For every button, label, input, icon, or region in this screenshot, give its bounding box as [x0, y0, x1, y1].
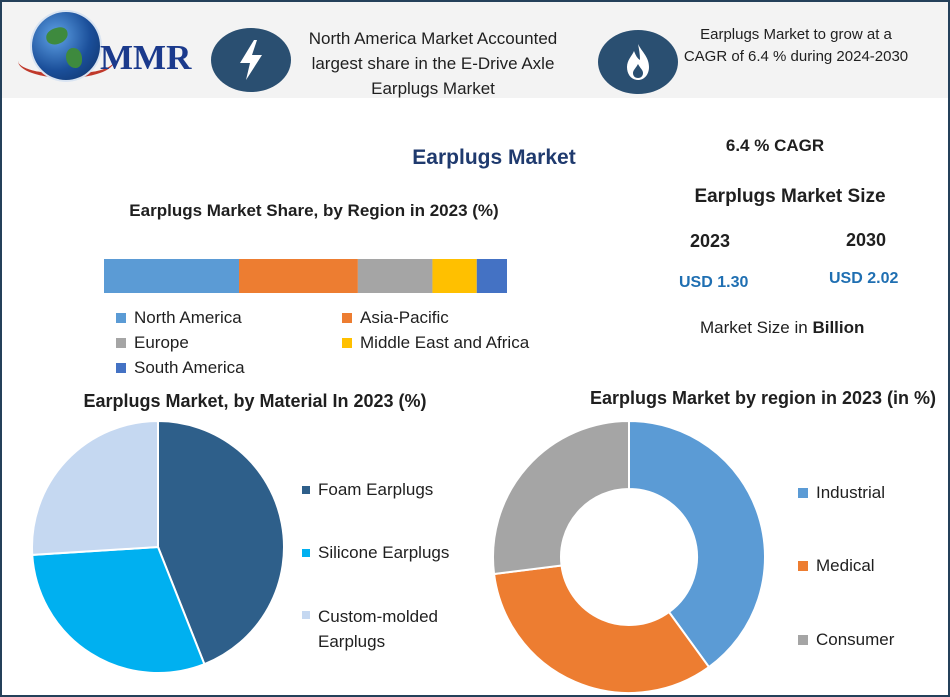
bar-segment-south-america: [476, 259, 507, 293]
legend-swatch: [798, 488, 808, 498]
flame-badge: [598, 30, 678, 94]
legend-custom-molded: Custom-molded Earplugs: [302, 604, 458, 654]
material-slice-foam-earplugs: [157, 419, 285, 666]
logo-text: MMR: [100, 38, 192, 77]
value-2030: USD 2.02: [829, 270, 899, 287]
legend-label: Silicone Earplugs: [318, 543, 450, 562]
legend-swatch: [116, 363, 126, 373]
legend-medical: Medical: [798, 556, 875, 576]
legend-swatch: [116, 313, 126, 323]
legend-label: Middle East and Africa: [360, 333, 530, 352]
main-title: Earplugs Market: [412, 146, 576, 169]
market-size-note-unit: Billion: [812, 318, 865, 337]
legend-consumer: Consumer: [798, 630, 894, 650]
market-size-note-prefix: Market Size in: [700, 318, 808, 337]
highlight-cagr: Earplugs Market to grow at a CAGR of 6.4…: [683, 26, 909, 65]
legend-swatch: [302, 611, 310, 619]
legend-label: Europe: [134, 333, 189, 352]
region-share-bar-chart: [104, 259, 507, 293]
globe-logo-icon: [32, 12, 100, 80]
cagr-label: 6.4 % CAGR: [725, 136, 825, 155]
header-band: [2, 2, 948, 98]
material-pie-title: Earplugs Market, by Material In 2023 (%): [83, 391, 427, 411]
year-2023: 2023: [690, 231, 731, 251]
market-size-title: Earplugs Market Size: [694, 186, 886, 207]
application-slice-medical: [492, 564, 711, 694]
legend-swatch: [342, 338, 352, 348]
bar-segment-europe: [357, 259, 433, 293]
legend-label: Medical: [816, 556, 875, 575]
application-donut-chart: [492, 419, 766, 694]
bar-segment-north-america: [104, 259, 240, 293]
legend-foam: Foam Earplugs: [302, 480, 433, 500]
highlight-north-america: North America Market Accounted largest s…: [308, 29, 558, 98]
legend-middle-east-africa: Middle East and Africa: [342, 333, 529, 353]
market-size-note: Market Size in Billion: [700, 318, 864, 338]
application-donut-title: Earplugs Market by region in 2023 (in %): [589, 388, 937, 408]
legend-label: North America: [134, 308, 242, 327]
lightning-badge: [211, 28, 291, 92]
legend-north-america: North America: [116, 308, 242, 328]
legend-swatch: [342, 313, 352, 323]
application-slice-industrial: [628, 419, 766, 669]
legend-label: Foam Earplugs: [318, 480, 434, 499]
year-2030: 2030: [846, 230, 887, 250]
legend-label: South America: [134, 358, 245, 377]
lightning-icon: [240, 40, 262, 80]
legend-industrial: Industrial: [798, 483, 885, 503]
application-slice-consumer: [492, 419, 630, 576]
legend-label: Consumer: [816, 630, 895, 649]
material-pie-chart: [31, 419, 285, 674]
bar-segment-asia-pacific: [239, 259, 358, 293]
legend-silicone: Silicone Earplugs: [302, 543, 449, 563]
legend-swatch: [798, 561, 808, 571]
material-slice-silicone-earplugs: [31, 545, 206, 674]
legend-south-america: South America: [116, 358, 245, 378]
legend-label: Custom-molded Earplugs: [318, 607, 438, 651]
value-2023: USD 1.30: [679, 274, 749, 291]
legend-europe: Europe: [116, 333, 189, 353]
legend-asia-pacific: Asia-Pacific: [342, 308, 449, 328]
legend-label: Industrial: [816, 483, 885, 502]
legend-swatch: [302, 549, 310, 557]
legend-swatch: [116, 338, 126, 348]
bar-segment-middle-east-and-africa: [432, 259, 477, 293]
legend-swatch: [798, 635, 808, 645]
flame-icon: [627, 44, 649, 80]
region-share-title: Earplugs Market Share, by Region in 2023…: [129, 201, 499, 220]
legend-swatch: [302, 486, 310, 494]
material-slice-custom-molded-earplugs: [31, 419, 159, 556]
legend-label: Asia-Pacific: [360, 308, 449, 327]
